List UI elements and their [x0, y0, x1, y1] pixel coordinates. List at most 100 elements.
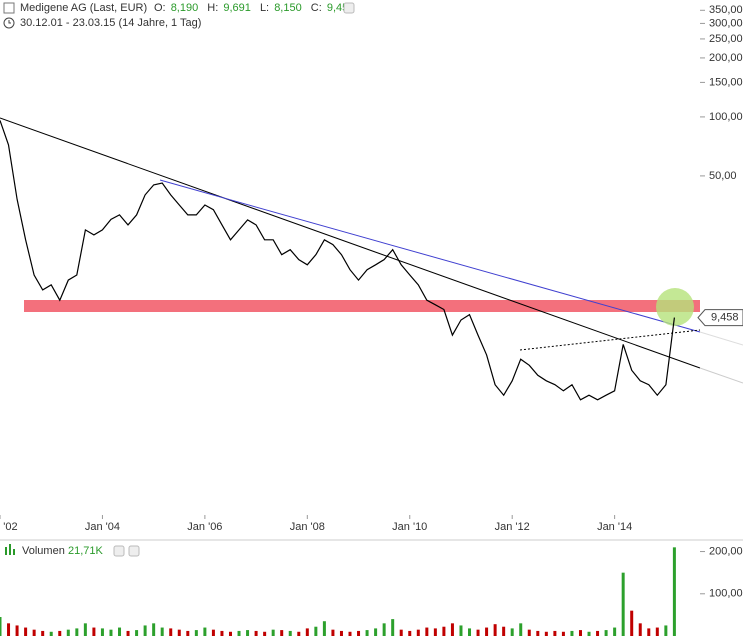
x-tick-label: Jan '12: [495, 521, 530, 533]
volume-bar: [237, 630, 241, 636]
volume-bar: [169, 628, 173, 636]
support-band: [24, 300, 700, 312]
volume-bar: [664, 625, 668, 636]
close-icon[interactable]: [128, 545, 140, 557]
volume-bar: [442, 626, 446, 636]
volume-bar: [468, 628, 472, 636]
volume-bar: [135, 630, 139, 636]
volume-bar: [621, 572, 625, 636]
low-label: L:: [260, 2, 269, 14]
trend-line: [0, 117, 701, 369]
icon-bar: [13, 549, 15, 555]
volume-bar: [519, 623, 523, 636]
volume-bar: [15, 625, 19, 636]
low-value: 8,150: [274, 2, 302, 14]
volume-icon: [5, 544, 15, 555]
volume-bar: [118, 627, 122, 636]
volume-bar: [604, 630, 608, 636]
volume-bar: [186, 630, 190, 636]
volume-bar: [450, 623, 454, 636]
volume-bar: [160, 627, 164, 636]
settings-icon[interactable]: [343, 2, 355, 14]
clock-hands: [8, 20, 11, 24]
settings-icon[interactable]: [113, 545, 125, 557]
volume-bar: [220, 630, 224, 636]
volume-bar: [493, 624, 497, 636]
volume-bar: [510, 628, 514, 636]
volume-bar: [66, 629, 70, 636]
price-line: [0, 120, 675, 401]
volume-bar: [58, 630, 62, 636]
volume-bar: [263, 631, 267, 636]
volume-bar: [92, 627, 96, 636]
x-tick-label: Jan '08: [290, 521, 325, 533]
y-tick-label: 350,00: [709, 4, 743, 16]
volume-bar: [322, 621, 326, 636]
volume-bar: [357, 630, 361, 636]
volume-bar: [348, 631, 352, 636]
volume-bar: [374, 628, 378, 636]
volume-bar: [314, 626, 318, 636]
high-value: 9,691: [223, 2, 251, 14]
volume-bar: [553, 630, 557, 636]
volume-bar: [271, 629, 275, 636]
volume-bar: [297, 631, 301, 636]
icon-bar: [5, 547, 7, 555]
icon-bar: [9, 544, 11, 555]
volume-bar: [391, 619, 395, 636]
volume-bar: [152, 623, 156, 636]
volume-bar: [254, 630, 258, 636]
y-tick-label: 200,00: [709, 545, 743, 557]
y-tick-label: 150,00: [709, 76, 743, 88]
volume-bar: [109, 629, 113, 636]
volume-bar: [655, 627, 659, 636]
volume-title: Volumen: [22, 545, 65, 557]
resistance-line: [159, 179, 701, 333]
last-price-box: [697, 309, 743, 327]
high-label: H:: [207, 2, 218, 14]
volume-bar: [339, 630, 343, 636]
y-tick-label: 100,00: [709, 111, 743, 123]
open-value: 8,190: [171, 2, 199, 14]
volume-bar: [502, 626, 506, 636]
y-tick-label: 200,00: [709, 52, 743, 64]
volume-bar: [459, 625, 463, 636]
volume-bar: [596, 630, 600, 636]
clock-icon: [3, 17, 15, 29]
volume-bar: [587, 631, 591, 636]
volume-bar: [228, 631, 232, 636]
volume-bar: [246, 630, 250, 636]
volume-bar: [177, 629, 181, 636]
volume-bar: [638, 623, 642, 636]
volume-bar: [194, 630, 198, 636]
volume-bar: [331, 629, 335, 636]
volume-bar: [630, 610, 634, 636]
volume-bar: [7, 623, 11, 636]
volume-bar: [211, 629, 215, 636]
volume-bar: [32, 629, 36, 636]
x-tick-label: Jan '06: [187, 521, 222, 533]
volume-bar: [100, 628, 104, 636]
volume-bar: [561, 631, 565, 636]
close-label: C:: [311, 2, 322, 14]
series-name: Medigene AG (Last, EUR): [20, 2, 147, 14]
volume-bar: [305, 628, 309, 636]
volume-bar: [416, 629, 420, 636]
open-label: O:: [154, 2, 166, 14]
volume-bar: [536, 630, 540, 636]
volume-bar: [365, 630, 369, 636]
volume-bar: [527, 629, 531, 636]
volume-bar: [382, 623, 386, 636]
volume-bar: [280, 630, 284, 636]
y-tick-label: 300,00: [709, 17, 743, 29]
x-tick-label: Jan '10: [392, 521, 427, 533]
symbol-icon[interactable]: [3, 2, 15, 14]
volume-current: 21,71K: [68, 545, 104, 557]
volume-bar: [49, 631, 53, 636]
trend-line-extension: [699, 367, 743, 384]
volume-bar: [83, 623, 87, 636]
volume-bar: [126, 630, 130, 636]
volume-bar: [203, 627, 207, 636]
